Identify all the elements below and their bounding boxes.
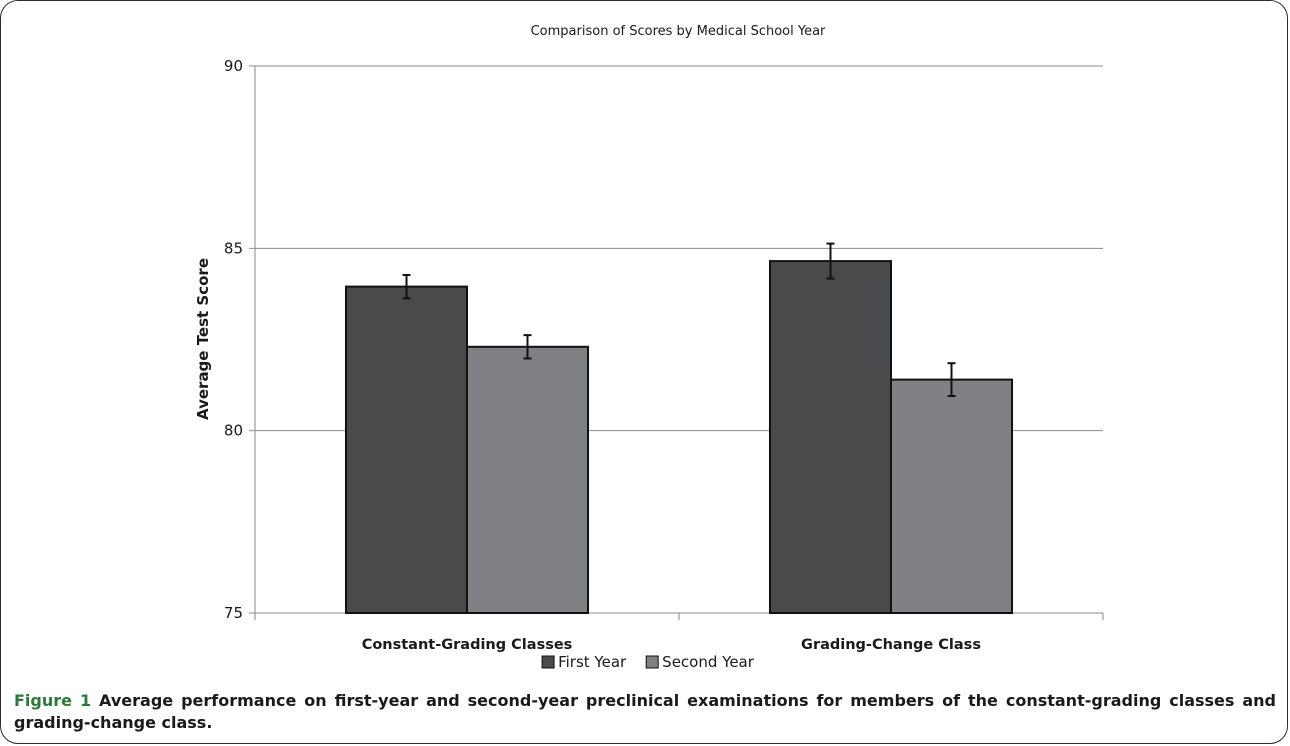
legend-swatch [645,655,659,669]
caption-text: Average performance on first-year and se… [14,691,1277,732]
bar [466,345,589,614]
y-tick-label: 90 [224,57,243,75]
y-tick-label: 85 [224,239,243,257]
y-axis-title: Average Test Score [194,258,212,420]
category-label: Grading-Change Class [801,637,981,653]
bar [890,378,1013,615]
legend: First Year Second Year [541,653,755,671]
axis-labels: 75 80 85 90 Constant-Grading Classes Grading-… [224,57,981,653]
bar [769,260,892,614]
bars [345,260,1013,615]
chart-title: Comparison of Scores by Medical School Y… [531,24,826,39]
error-bars [402,242,956,398]
y-tick-label: 75 [224,604,243,622]
legend-swatch [541,655,555,669]
bar [345,285,468,614]
caption-label: Figure 1 [14,691,92,710]
bar-chart: Comparison of Scores by Medical School Y… [194,24,1104,671]
y-tick-label: 80 [224,422,243,440]
figure-caption: Figure 1 Average performance on first-ye… [14,690,1276,734]
legend-label: Second Year [662,653,755,671]
category-label: Constant-Grading Classes [362,637,573,653]
legend-label: First Year [558,653,627,671]
